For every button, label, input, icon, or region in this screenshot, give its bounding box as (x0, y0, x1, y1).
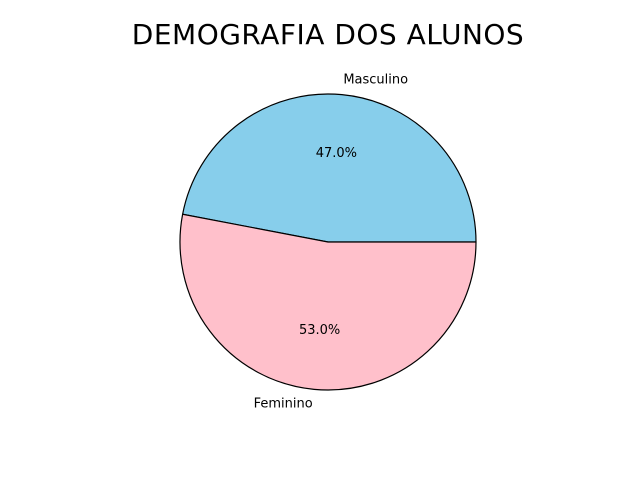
pie-category-label: Masculino (343, 72, 408, 87)
pie-percent-label: 53.0% (299, 323, 340, 338)
pie-slice-feminino (179, 213, 477, 391)
pie-percent-label: 47.0% (316, 146, 357, 161)
pie-slice-masculino (182, 93, 477, 243)
pie-labels: 47.0% Masculino 53.0% Feminino (254, 72, 409, 411)
pie-category-label: Feminino (254, 397, 313, 412)
chart-title: DEMOGRAFIA DOS ALUNOS (131, 18, 525, 51)
pie-slices (179, 93, 477, 391)
